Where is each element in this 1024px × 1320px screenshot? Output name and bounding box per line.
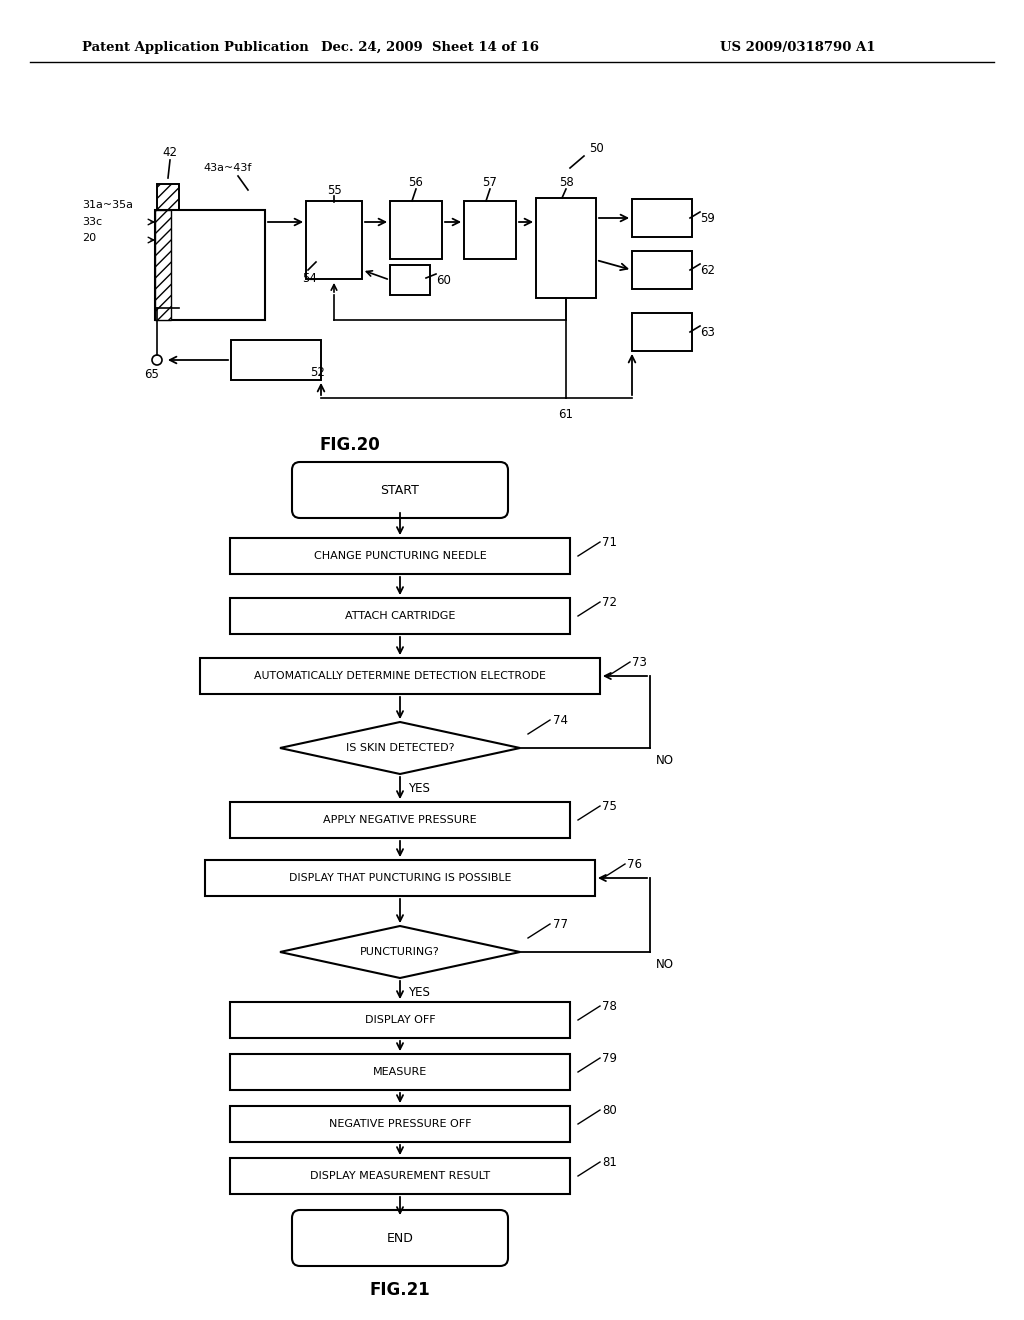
Text: YES: YES [408,986,430,998]
Bar [390,201,442,259]
Text: ATTACH CARTRIDGE: ATTACH CARTRIDGE [345,611,456,620]
Text: Dec. 24, 2009  Sheet 14 of 16: Dec. 24, 2009 Sheet 14 of 16 [321,41,539,54]
Bar [464,201,516,259]
Circle shape [152,355,162,366]
Text: 77: 77 [553,917,568,931]
Bar [230,1158,570,1195]
Bar [230,803,570,838]
Bar [157,183,179,252]
Polygon shape [280,927,520,978]
Text: END: END [387,1232,414,1245]
Bar [200,657,600,694]
FancyBboxPatch shape [292,462,508,517]
Text: APPLY NEGATIVE PRESSURE: APPLY NEGATIVE PRESSURE [324,814,477,825]
Bar [230,1106,570,1142]
Text: 61: 61 [558,408,573,421]
Text: 60: 60 [436,273,451,286]
Text: NO: NO [656,957,674,970]
Text: 58: 58 [559,177,573,190]
Text: 43a~43f: 43a~43f [204,162,252,173]
Text: Patent Application Publication: Patent Application Publication [82,41,309,54]
Text: FIG.20: FIG.20 [319,436,380,454]
Text: 33c: 33c [82,216,102,227]
FancyBboxPatch shape [292,1210,508,1266]
Bar [231,341,321,380]
Polygon shape [280,722,520,774]
Bar [230,598,570,634]
Text: 42: 42 [163,145,177,158]
Bar [632,313,692,351]
Text: DISPLAY OFF: DISPLAY OFF [365,1015,435,1026]
Text: 81: 81 [602,1155,616,1168]
Text: 31a~35a: 31a~35a [82,201,133,210]
Bar [632,199,692,238]
Text: 57: 57 [482,177,498,190]
Text: 65: 65 [144,368,159,381]
Text: 75: 75 [602,800,616,813]
Text: 63: 63 [700,326,715,338]
Text: 76: 76 [627,858,642,870]
Text: 56: 56 [409,177,424,190]
Text: NEGATIVE PRESSURE OFF: NEGATIVE PRESSURE OFF [329,1119,471,1129]
Text: DISPLAY THAT PUNCTURING IS POSSIBLE: DISPLAY THAT PUNCTURING IS POSSIBLE [289,873,511,883]
Text: 54: 54 [302,272,316,285]
Text: FIG.21: FIG.21 [370,1280,430,1299]
Text: YES: YES [408,781,430,795]
Text: 72: 72 [602,595,617,609]
Text: 74: 74 [553,714,568,726]
Bar [390,265,430,294]
Bar [155,210,265,319]
Bar [155,210,171,319]
Bar [306,201,362,279]
Bar [230,539,570,574]
Text: 79: 79 [602,1052,617,1064]
Bar [230,1002,570,1038]
Text: US 2009/0318790 A1: US 2009/0318790 A1 [720,41,876,54]
Text: START: START [381,483,420,496]
Text: 80: 80 [602,1104,616,1117]
Bar [632,251,692,289]
Text: 73: 73 [632,656,647,668]
Text: 71: 71 [602,536,617,549]
Text: AUTOMATICALLY DETERMINE DETECTION ELECTRODE: AUTOMATICALLY DETERMINE DETECTION ELECTR… [254,671,546,681]
Text: 78: 78 [602,999,616,1012]
Text: 62: 62 [700,264,715,276]
Bar [230,1053,570,1090]
Text: NO: NO [656,754,674,767]
Text: 50: 50 [589,141,603,154]
Text: MEASURE: MEASURE [373,1067,427,1077]
Text: IS SKIN DETECTED?: IS SKIN DETECTED? [346,743,455,752]
Text: 20: 20 [82,234,96,243]
Bar [205,861,595,896]
Text: CHANGE PUNCTURING NEEDLE: CHANGE PUNCTURING NEEDLE [313,550,486,561]
Text: 59: 59 [700,211,715,224]
Text: PUNCTURING?: PUNCTURING? [360,946,440,957]
Text: 55: 55 [327,183,341,197]
Text: DISPLAY MEASUREMENT RESULT: DISPLAY MEASUREMENT RESULT [310,1171,490,1181]
Bar [536,198,596,298]
Text: 52: 52 [310,367,325,380]
